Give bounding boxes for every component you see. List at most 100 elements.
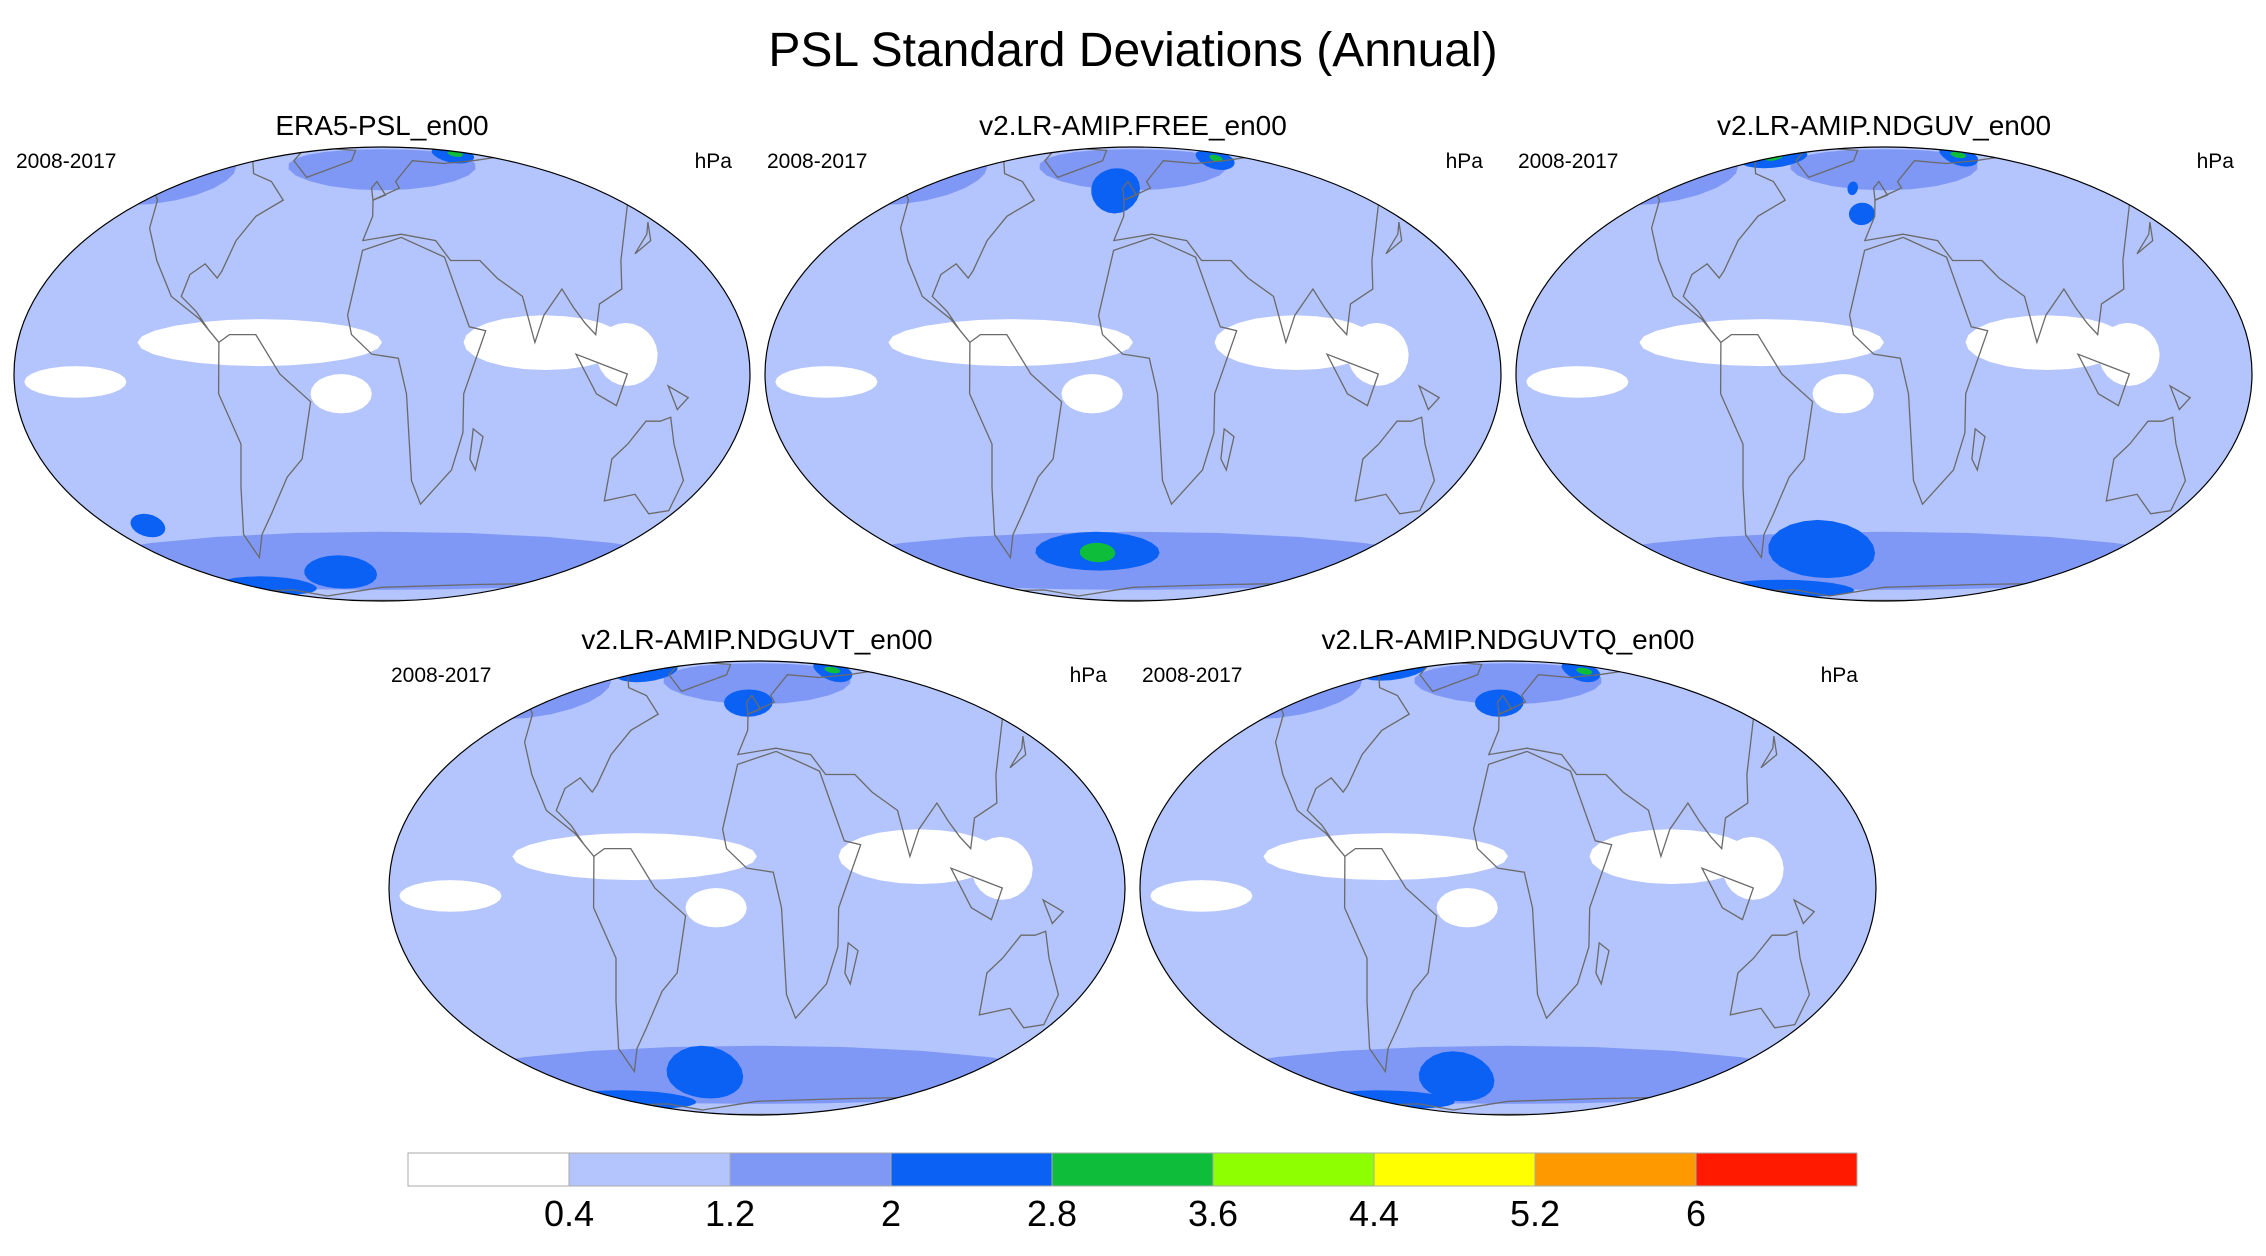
panel-units: hPa [1821,664,1859,687]
tropical-low-region [1812,374,1874,414]
panel-units: hPa [2197,150,2235,173]
north-atlantic-belt [663,663,851,705]
coastline [603,416,685,515]
coastline [469,427,484,472]
variability-centre [1209,154,1223,163]
coastline [361,153,670,345]
tropical-low-region [137,319,382,367]
coastline [968,333,1063,560]
tropical-low-region [888,319,1133,367]
coastline [1863,153,2172,345]
coastline [1848,236,1989,506]
coastline [346,236,487,506]
variability-centre [724,689,773,717]
panel-period: 2008-2017 [16,150,116,173]
tropical-low-region [512,833,757,881]
tropical-low-region [399,880,502,912]
tropical-low-region [1061,374,1123,414]
variability-centre [824,666,840,674]
tropical-low-region [971,836,1033,900]
map-panel: v2.LR-AMIP.NDGUVT_en00 2008-2017 hPa [388,624,1126,1116]
tropical-low-region [1722,836,1784,900]
variability-centre [666,1045,744,1099]
coastline [2189,503,2224,538]
coastline [2168,384,2192,411]
low-variability-areas [1150,829,1784,928]
map-border [388,660,1126,1116]
colorbar-label: 5.2 [1510,1193,1560,1234]
north-atlantic-belt [1790,149,1978,191]
colorbar-label: 4.4 [1349,1193,1399,1234]
colorbar-swatch [1051,1152,1214,1187]
variability-centre [1768,519,1876,578]
coastline [1760,736,1778,769]
coastline [2105,416,2187,515]
coastline [666,384,690,411]
low-variability-areas [1526,315,2160,414]
coastline [1325,352,1380,407]
tropical-low-region [1214,315,1378,370]
tropical-low-region [24,366,127,398]
colorbar-swatch [407,1152,570,1187]
coastline [854,157,1036,343]
map-border [13,146,751,602]
coastline [1971,427,1986,472]
colorbar-swatch [1212,1152,1375,1187]
coastline [1792,898,1816,925]
variability-centre [1418,1051,1495,1102]
map-border [1139,660,1877,1116]
coastline [1062,1017,1097,1052]
panel-period: 2008-2017 [1518,150,1618,173]
variability-centre [304,555,378,589]
coastline [1220,427,1235,472]
coastline [1496,694,1513,716]
map-field [389,661,1125,1115]
map-panel: ERA5-PSL_en00 2008-2017 hPa [13,110,751,602]
colorbar-swatch [890,1152,1053,1187]
coastline [1121,180,1138,202]
coastline [1041,898,1065,925]
colorbar-swatch [1695,1152,1858,1187]
north-atlantic-belt [1414,663,1602,705]
colorbar-label: 1.2 [705,1193,755,1234]
tropical-low-region [463,315,627,370]
coastline [1729,930,1811,1029]
coastline [574,352,629,407]
coastline [1605,157,1787,343]
colorbar-label: 6 [1686,1193,1706,1234]
map-border [1515,146,2253,602]
variability-centre [130,513,166,538]
coastline [103,157,285,343]
coastline [2076,352,2131,407]
coastline [1112,153,1421,345]
panel-units: hPa [1070,664,1108,687]
coastline [1719,333,1814,560]
variability-centre [447,151,463,157]
coastline [478,671,660,857]
southern-ocean-belt [75,531,689,590]
coastline [2136,222,2154,255]
north-atlantic-belt [288,149,476,191]
map-panel: v2.LR-AMIP.NDGUV_en00 2008-2017 hPa [1515,110,2253,602]
tropical-low-region [310,374,372,414]
coastline [1354,416,1436,515]
coastline [978,930,1060,1029]
map-border [764,146,1502,602]
colorbar-swatch [1373,1152,1536,1187]
colorbar-swatch [729,1152,892,1187]
coastline [1472,750,1613,1020]
map-field [14,147,750,601]
coastline [1343,847,1438,1074]
coastline [634,222,652,255]
north-atlantic-belt [1039,149,1227,191]
coastline [217,333,312,560]
southern-ocean-belt [1577,531,2191,590]
low-variability-areas [775,315,1409,414]
panel-title: v2.LR-AMIP.NDGUVTQ_en00 [1322,624,1695,655]
colorbar-label: 3.6 [1188,1193,1238,1234]
coastline [1487,667,1796,859]
southern-ocean-belt [1201,1045,1815,1104]
tropical-low-region [1589,829,1753,884]
